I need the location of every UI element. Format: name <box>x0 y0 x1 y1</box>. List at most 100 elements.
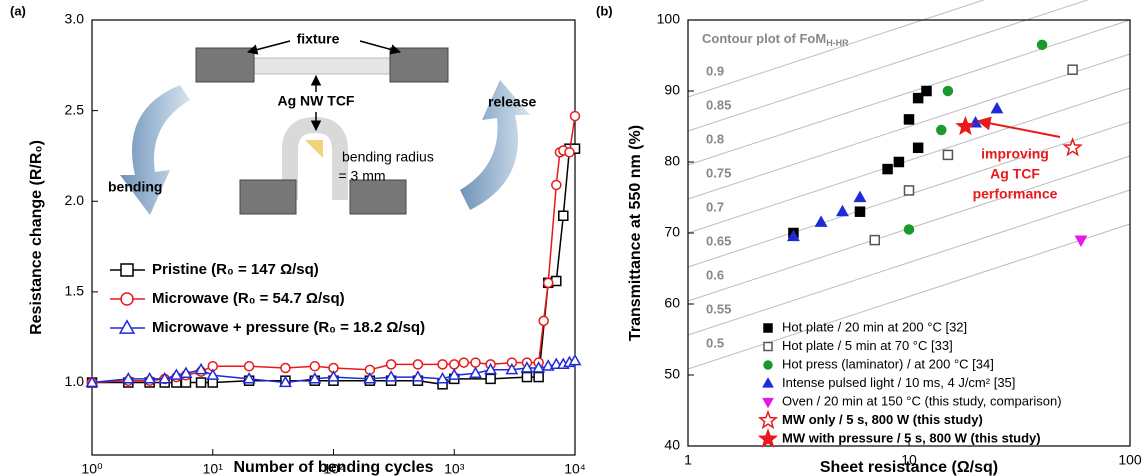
legend-label: Oven / 20 min at 150 °C (this study, com… <box>782 393 1062 408</box>
marker <box>903 224 915 235</box>
annotation-arrow <box>976 116 1061 138</box>
x-tick-label: 10 <box>901 452 917 468</box>
marker <box>903 185 915 196</box>
contour-label: 0.75 <box>706 165 731 180</box>
contour-line <box>687 19 1131 166</box>
marker <box>485 373 496 385</box>
marker <box>942 149 954 161</box>
marker <box>195 377 207 388</box>
annotation: fixture <box>297 31 340 47</box>
marker <box>363 371 377 384</box>
marker <box>280 362 291 374</box>
y-tick-label: 80 <box>664 153 680 169</box>
x-tick-label: 10¹ <box>203 461 224 476</box>
panel-label: (b) <box>596 3 613 18</box>
marker <box>533 371 544 383</box>
contour-label: 0.65 <box>706 233 731 248</box>
marker <box>411 370 425 382</box>
marker <box>921 85 932 97</box>
x-axis-title: Number of bending cycles <box>233 459 433 476</box>
marker <box>243 360 255 372</box>
contour-label: 0.7 <box>706 199 724 214</box>
marker <box>814 215 828 227</box>
legend-label: MW with pressure / 5 s, 800 W (this stud… <box>782 430 1041 445</box>
contour-label: 0.85 <box>706 97 731 112</box>
y-tick-label: 1.0 <box>65 373 85 389</box>
x-tick-label: 10² <box>323 461 344 476</box>
contour-line <box>687 0 1089 132</box>
marker <box>912 142 924 154</box>
panel-label: (a) <box>10 3 26 18</box>
marker <box>447 368 461 380</box>
marker <box>538 315 549 327</box>
contour-title-sub: H-HR <box>826 38 849 48</box>
annotation: bending <box>108 179 162 195</box>
marker <box>757 428 779 448</box>
marker <box>869 234 881 246</box>
marker <box>385 359 397 370</box>
marker <box>158 371 172 384</box>
marker <box>763 360 773 370</box>
legend-label: Pristine (R₀ = 147 Ω/sq) <box>152 261 319 278</box>
contour-label: 0.55 <box>706 301 731 316</box>
y-tick-label: 1.5 <box>65 283 85 299</box>
marker <box>1067 64 1078 75</box>
marker <box>121 371 135 384</box>
contour-line <box>687 189 1131 336</box>
marker <box>327 370 340 382</box>
marker <box>762 377 774 388</box>
marker <box>484 362 498 375</box>
x-tick-label: 1 <box>684 452 692 468</box>
marker <box>169 368 183 380</box>
marker <box>1062 137 1083 157</box>
marker <box>436 371 450 384</box>
marker <box>568 353 582 366</box>
marker <box>470 357 481 368</box>
marker <box>384 370 398 382</box>
marker <box>893 156 905 168</box>
marker <box>990 101 1004 114</box>
marker <box>206 368 220 380</box>
x-tick-label: 10³ <box>444 461 465 476</box>
marker <box>882 163 893 175</box>
legend-label: MW only / 5 s, 800 W (this study) <box>782 412 983 427</box>
marker <box>853 190 867 203</box>
x-tick-label: 10⁴ <box>564 461 586 476</box>
marker <box>469 366 482 379</box>
contour-label: 0.8 <box>706 131 724 146</box>
marker <box>120 292 134 306</box>
marker <box>1036 39 1048 51</box>
marker <box>551 179 562 191</box>
annotation: improving <box>981 146 1049 162</box>
marker <box>762 397 774 409</box>
marker <box>449 359 460 370</box>
contour-label: 0.9 <box>706 63 724 78</box>
y-tick-label: 2.0 <box>65 192 85 208</box>
y-tick-label: 50 <box>664 366 680 382</box>
y-tick-label: 100 <box>657 11 681 27</box>
marker <box>786 229 800 242</box>
marker <box>564 147 575 158</box>
y-tick-label: 90 <box>664 82 680 98</box>
contour-title: Contour plot of FoMH-HR <box>702 31 849 48</box>
marker <box>836 204 849 217</box>
y-tick-label: 60 <box>664 295 680 311</box>
marker <box>278 375 292 388</box>
marker <box>308 371 322 384</box>
marker <box>143 371 157 384</box>
x-tick-label: 10⁰ <box>81 461 103 476</box>
marker <box>458 357 470 368</box>
marker <box>118 319 136 334</box>
marker <box>955 115 976 136</box>
marker <box>85 375 99 388</box>
marker <box>194 362 208 375</box>
marker <box>412 359 424 370</box>
y-axis-title: Resistance change (R/R₀) <box>28 140 45 335</box>
legend-label: Intense pulsed light / 10 ms, 4 J/cm² [3… <box>782 375 1015 390</box>
marker <box>936 124 947 136</box>
marker <box>569 110 581 122</box>
marker <box>521 371 533 383</box>
contour-line <box>687 0 986 98</box>
legend-label: Hot plate / 5 min at 70 °C [33] <box>782 338 953 353</box>
marker <box>179 366 193 379</box>
